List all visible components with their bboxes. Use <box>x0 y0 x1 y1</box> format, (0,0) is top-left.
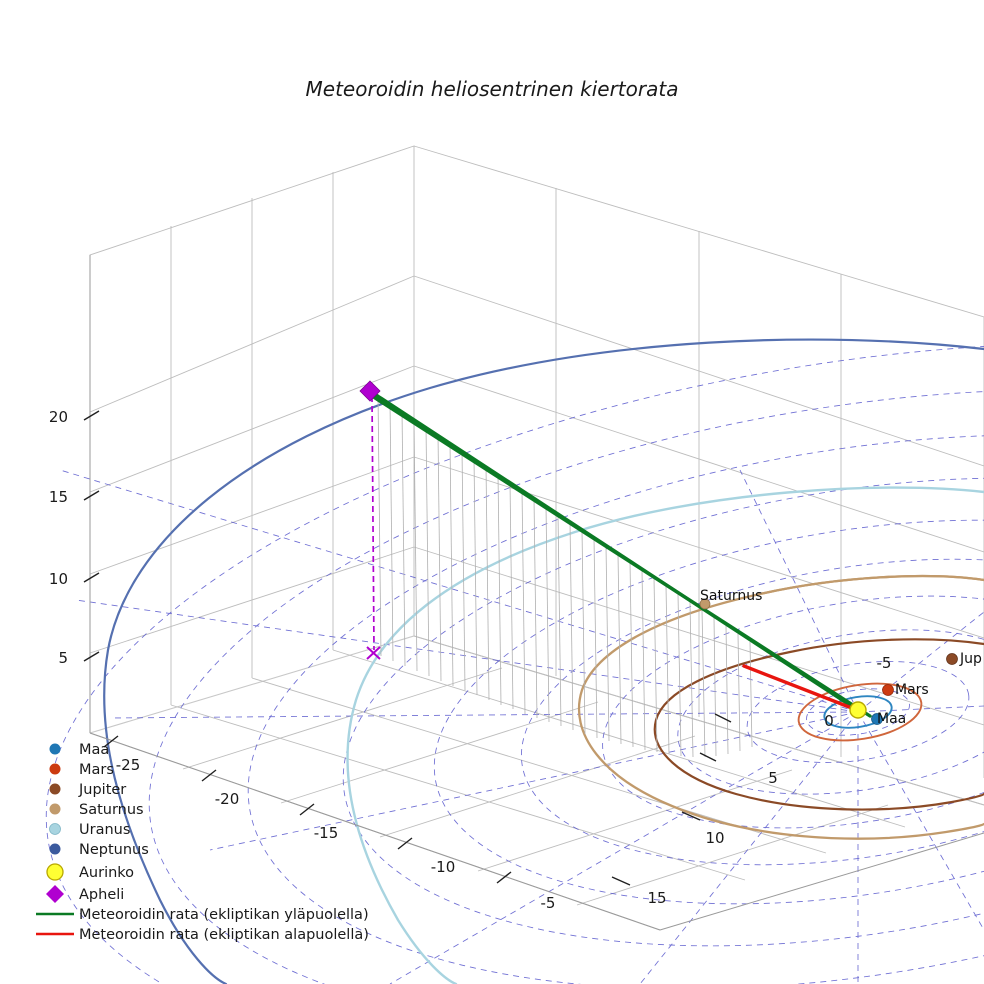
mars-label: Mars <box>895 682 929 698</box>
z-tick-label-10: 10 <box>49 570 68 588</box>
orbit-uranus <box>346 486 984 984</box>
legend-item-maa: Maa <box>49 742 109 758</box>
pane-left-wall <box>89 145 415 733</box>
legend-label-uranus: Uranus <box>79 822 130 838</box>
saturnus-label: Saturnus <box>700 588 762 604</box>
x-tick-label--10: -10 <box>431 858 456 876</box>
z-axis-ticks: 5 10 15 20 <box>49 408 100 667</box>
x-tick-label--25: -25 <box>116 756 141 774</box>
legend-item-aurinko: Aurinko <box>46 863 134 881</box>
legend-item-mars: Mars <box>49 762 114 778</box>
saturnus-marker <box>699 598 711 610</box>
meteoroid-trajectory <box>368 389 872 718</box>
legend-marker-aurinko-sun-icon <box>46 863 64 881</box>
x-tick-label--15: -15 <box>314 824 339 842</box>
legend-label-neptunus: Neptunus <box>79 842 149 858</box>
legend: Maa Mars Jupiter Saturnus Uranus Neptunu… <box>36 742 369 943</box>
legend-label-apheli: Apheli <box>79 887 124 903</box>
legend-marker-saturnus-circle-icon <box>49 803 61 815</box>
legend-item-meteoroid-below: Meteoroidin rata (ekliptikan alapuolella… <box>36 927 369 943</box>
legend-marker-maa-circle-icon <box>49 743 61 755</box>
legend-label-mars: Mars <box>79 762 114 778</box>
legend-item-uranus: Uranus <box>49 822 130 838</box>
floor-grid <box>170 635 984 906</box>
axes-panes <box>89 145 984 931</box>
page-title: Meteoroidin heliosentrinen kiertorata <box>306 77 679 101</box>
x-axis-ticks: -25 -20 -15 -10 -5 <box>103 735 556 912</box>
legend-marker-apheli-diamond-icon <box>46 885 64 903</box>
y-tick-label-10: 10 <box>705 829 724 847</box>
aphelion-projection-x-marker <box>366 646 381 660</box>
orbit-neptunus <box>103 338 984 984</box>
legend-item-jupiter: Jupiter <box>49 782 126 798</box>
legend-label-meteoroid-above: Meteoroidin rata (ekliptikan yläpuolella… <box>79 907 369 923</box>
maa-marker <box>871 713 883 725</box>
z-tick-label-5: 5 <box>58 649 68 667</box>
orbit-maa <box>823 695 893 729</box>
orbit-mars <box>797 682 923 742</box>
aphelion-group <box>359 380 381 660</box>
aphelion-dropline <box>371 395 375 651</box>
z-tick-label-15: 15 <box>49 488 68 506</box>
legend-label-saturnus: Saturnus <box>79 802 144 818</box>
maa-label: Maa <box>877 711 906 727</box>
legend-item-apheli: Apheli <box>46 885 124 903</box>
legend-marker-neptunus-circle-icon <box>49 843 61 855</box>
orbit-jupiter <box>653 638 984 811</box>
axis-lines <box>89 255 984 931</box>
legend-item-saturnus: Saturnus <box>49 802 144 818</box>
aurinko-marker <box>849 701 867 719</box>
legend-label-aurinko: Aurinko <box>79 865 134 881</box>
legend-label-maa: Maa <box>79 742 109 758</box>
y-tick-label-15: 15 <box>647 889 666 907</box>
legend-label-meteoroid-below: Meteoroidin rata (ekliptikan alapuolella… <box>79 927 369 943</box>
legend-label-jupiter: Jupiter <box>78 782 126 798</box>
y-tick-label-0: 0 <box>824 712 834 730</box>
jupiter-marker <box>946 653 958 665</box>
z-tick-label-20: 20 <box>49 408 68 426</box>
legend-marker-uranus-circle-icon <box>49 823 61 835</box>
y-axis-ticks: 0 5 10 15 -5 <box>611 654 892 907</box>
aphelion-diamond-marker <box>359 380 381 402</box>
y-tick-label-5: 5 <box>768 769 778 787</box>
legend-item-neptunus: Neptunus <box>49 842 149 858</box>
jupiter-label: Jup <box>959 651 982 667</box>
x-tick-label--20: -20 <box>215 790 240 808</box>
orbit-saturnus <box>577 574 984 840</box>
legend-marker-mars-circle-icon <box>49 763 61 775</box>
trajectory-stems <box>377 393 753 758</box>
mars-marker <box>882 684 894 696</box>
legend-item-meteoroid-above: Meteoroidin rata (ekliptikan yläpuolella… <box>36 907 369 923</box>
pane-floor <box>89 635 984 931</box>
legend-marker-jupiter-circle-icon <box>49 783 61 795</box>
y-tick-label--5: -5 <box>877 654 892 672</box>
x-tick-label--5: -5 <box>541 894 556 912</box>
planet-markers: Saturnus Jup Mars Maa <box>699 588 982 727</box>
